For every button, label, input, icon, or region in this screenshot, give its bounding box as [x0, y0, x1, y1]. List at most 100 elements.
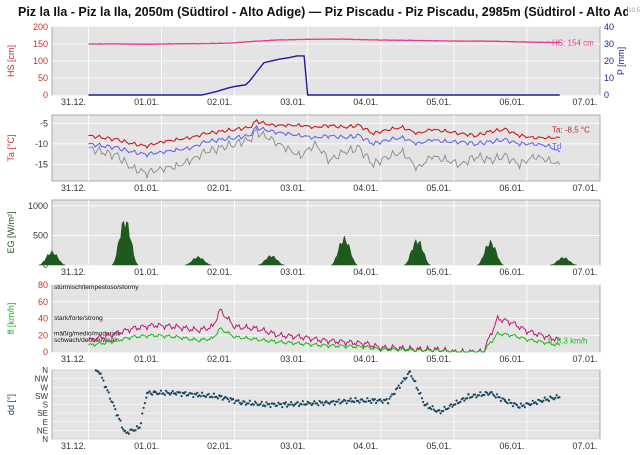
wind-direction-point: [179, 391, 182, 394]
x-tick-label: 01.01.: [134, 441, 159, 451]
wind-direction-point: [401, 380, 404, 383]
wind-direction-point: [389, 395, 392, 398]
wind-direction-point: [143, 402, 146, 405]
wind-direction-point: [268, 402, 271, 406]
wind-direction-point: [301, 400, 304, 403]
wind-direction-point: [201, 391, 204, 394]
wind-direction-point: [135, 425, 138, 428]
wind-direction-point: [243, 400, 246, 403]
wind-direction-point: [459, 400, 462, 403]
wind-direction-point: [523, 406, 527, 409]
wind-direction-point: [317, 404, 320, 407]
wind-direction-point: [471, 395, 474, 398]
wind-direction-point: [318, 399, 321, 403]
wind-direction-point: [187, 394, 190, 397]
wind-direction-point: [108, 397, 112, 400]
wind-direction-point: [547, 399, 551, 402]
wind-direction-point: [116, 414, 119, 417]
wind-direction-point: [194, 393, 197, 396]
wind-direction-point: [361, 398, 364, 401]
wind-direction-point: [337, 398, 340, 401]
y-tick-label: NE: [37, 426, 48, 435]
wind-direction-point: [297, 404, 301, 408]
y-tick-label: 1000: [28, 201, 48, 211]
wind-direction-point: [432, 408, 435, 411]
wind-direction-point: [296, 401, 299, 404]
wind-direction-point: [252, 403, 255, 406]
y-axis-label: EG [W/m²]: [6, 212, 16, 254]
wind-direction-point: [398, 386, 401, 389]
wind-direction-point: [288, 403, 291, 406]
wind-direction-point: [354, 397, 357, 400]
x-tick-label: 04.01.: [353, 183, 378, 193]
wind-direction-point: [254, 400, 257, 403]
wind-direction-point: [323, 401, 326, 404]
wind-direction-point: [148, 390, 151, 393]
wind-direction-point: [438, 409, 441, 412]
wind-direction-point: [232, 397, 235, 401]
wind-direction-point: [455, 399, 458, 402]
wind-direction-point: [134, 429, 137, 432]
wind-direction-point: [313, 400, 316, 403]
y-tick-label: -15: [35, 160, 48, 170]
wind-direction-point: [344, 399, 347, 402]
wind-direction-point: [475, 396, 478, 399]
wind-direction-point: [228, 400, 231, 403]
wind-direction-point: [415, 386, 418, 389]
wind-direction-point: [212, 392, 215, 395]
plot-area: [51, 199, 601, 266]
y2-tick-label: 30: [604, 39, 614, 49]
wind-direction-point: [553, 398, 556, 401]
wind-direction-point: [260, 400, 263, 403]
wind-direction-point: [215, 395, 218, 398]
wind-direction-point: [498, 396, 501, 399]
radiation-area: [331, 235, 358, 266]
wind-direction-point: [542, 399, 545, 402]
wind-direction-point: [546, 398, 549, 401]
y-axis-label: dd [°]: [6, 394, 16, 415]
wind-direction-point: [442, 409, 445, 413]
temp-series-2-line: [88, 127, 561, 180]
wind-direction-point: [159, 389, 162, 392]
radiation-area: [38, 250, 66, 266]
wind-direction-point: [99, 372, 102, 375]
wind-direction-point: [107, 391, 110, 394]
x-tick-label: 07.01.: [572, 97, 597, 107]
wind-direction-point: [102, 379, 105, 382]
wind-direction-point: [247, 402, 250, 405]
x-tick-label: 31.12.: [61, 97, 86, 107]
x-tick-label: 02.01.: [207, 354, 232, 364]
wind-direction-point: [348, 399, 351, 402]
wind-direction-point: [511, 405, 514, 408]
wind-direction-point: [404, 378, 407, 381]
y2-tick-label: 10: [604, 73, 614, 83]
x-tick-label: 01.01.: [134, 267, 159, 277]
wind-direction-point: [370, 401, 373, 404]
hs-line: [88, 38, 561, 45]
wind-direction-point: [171, 389, 174, 393]
radiation-area: [403, 238, 431, 266]
wind-direction-point: [220, 395, 223, 398]
x-tick-label: 04.01.: [353, 354, 378, 364]
wind-direction-point: [105, 385, 108, 388]
wind-direction-point: [414, 380, 417, 383]
wind-direction-point: [430, 408, 433, 411]
wind-direction-point: [158, 392, 161, 395]
y-tick-label: SW: [35, 392, 48, 401]
wind-direction-point: [380, 400, 383, 403]
wind-direction-point: [494, 396, 497, 399]
x-tick-label: 06.01.: [499, 183, 524, 193]
y-tick-label: 40: [38, 314, 48, 324]
wind-direction-point: [279, 403, 283, 406]
x-tick-label: 01.01.: [134, 354, 159, 364]
wind-direction-point: [141, 412, 144, 415]
y-tick-label: W: [40, 383, 48, 392]
wind-direction-point: [111, 401, 114, 404]
x-tick-label: 06.01.: [499, 97, 524, 107]
y-tick-label: N: [42, 366, 48, 375]
wind-direction-point: [126, 431, 129, 434]
x-tick-label: 02.01.: [207, 183, 232, 193]
wind-direction-point: [118, 417, 121, 420]
x-tick-label: 03.01.: [280, 183, 305, 193]
x-tick-label: 07.01.: [572, 183, 597, 193]
